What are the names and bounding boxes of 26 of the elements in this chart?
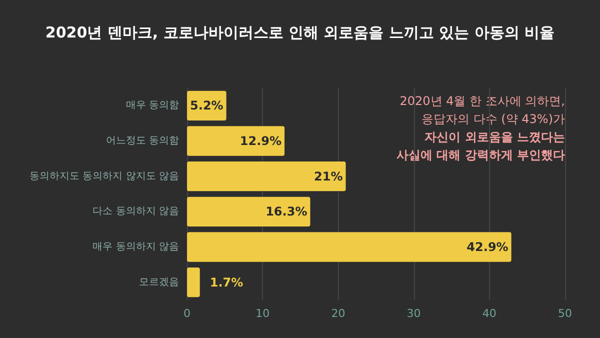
bar (187, 161, 346, 192)
y-tick-label: 모르겠음 (139, 276, 179, 288)
bar (187, 232, 512, 262)
data-label: 12.9% (240, 134, 282, 148)
annotation: 2020년 4월 한 조사에 의하면, 응답자의 다수 (약 43%)가 (400, 94, 565, 126)
bar (187, 126, 285, 156)
x-tick-label: 40 (482, 307, 496, 320)
x-tick-label: 0 (184, 307, 190, 320)
data-label: 42.9% (466, 240, 508, 254)
x-tick-label: 30 (406, 307, 421, 320)
bar (187, 267, 200, 298)
y-tick-label: 동의하지도 동의하지 않지도 않음 (29, 170, 179, 182)
y-tick-label: 다소 동의하지 않음 (92, 206, 179, 218)
data-label: 1.7% (210, 275, 244, 290)
y-tick-label: 어느정도 동의함 (106, 136, 179, 146)
data-label: 5.2% (190, 98, 224, 113)
data-label: 16.3% (266, 204, 308, 219)
y-tick-label: 매우 동의하지 않음 (92, 242, 179, 252)
bar (187, 196, 310, 227)
data-label: 21% (314, 169, 343, 184)
chart-title: 2020년 덴마크, 코로나바이러스로 인해 외로움을 느끼고 있는 아동의 비율 (45, 24, 555, 42)
annotation: 자신이 외로움을 느꼈다는 사실에 대해 강력하게 부인했다 (396, 130, 565, 162)
x-tick-label: 10 (256, 307, 270, 320)
y-tick-label: 매우 동의함 (126, 100, 179, 112)
x-tick-label: 50 (558, 307, 572, 320)
x-tick-label: 20 (331, 307, 346, 320)
